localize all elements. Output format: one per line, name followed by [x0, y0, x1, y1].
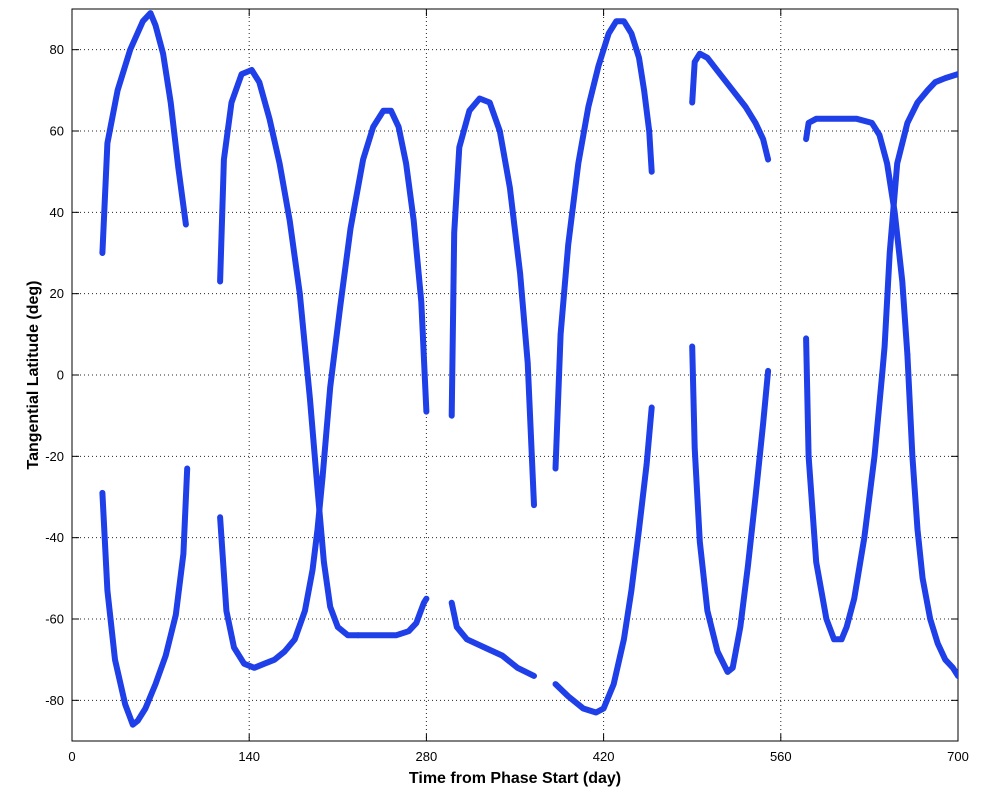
series-line-8 [448, 599, 537, 679]
y-tick-label: -20 [45, 449, 64, 464]
series-line-14 [803, 335, 886, 643]
x-tick-label: 420 [593, 749, 615, 764]
series-line-13 [803, 115, 911, 358]
series-line-7 [448, 95, 537, 509]
series-line-1 [99, 10, 189, 256]
y-tick-label: -80 [45, 693, 64, 708]
series-line-6 [355, 595, 430, 639]
x-axis-label: Time from Phase Start (day) [409, 770, 621, 787]
series-line-2 [99, 465, 191, 728]
series-line-12 [689, 343, 772, 675]
y-tick-label: -40 [45, 530, 64, 545]
y-axis-label: Tangential Latitude (deg) [25, 280, 42, 469]
x-tick-label: 140 [238, 749, 260, 764]
x-tick-label: 0 [68, 749, 75, 764]
series-line-3 [217, 67, 362, 639]
y-tick-label: 80 [50, 42, 64, 57]
y-tick-label: 40 [50, 205, 64, 220]
y-tick-label: 60 [50, 124, 64, 139]
y-tick-label: -60 [45, 612, 64, 627]
series-line-4 [217, 473, 326, 671]
series-line-15 [879, 71, 958, 378]
x-tick-label: 560 [770, 749, 792, 764]
series-line-9 [552, 18, 655, 472]
y-tick-label: 0 [57, 368, 64, 383]
series-line-10 [552, 404, 655, 716]
x-tick-label: 700 [947, 749, 969, 764]
series-line-5 [319, 107, 430, 480]
series-line-16 [904, 351, 958, 680]
x-tick-label: 280 [416, 749, 438, 764]
y-tick-label: 20 [50, 286, 64, 301]
series-line-11 [689, 50, 772, 163]
